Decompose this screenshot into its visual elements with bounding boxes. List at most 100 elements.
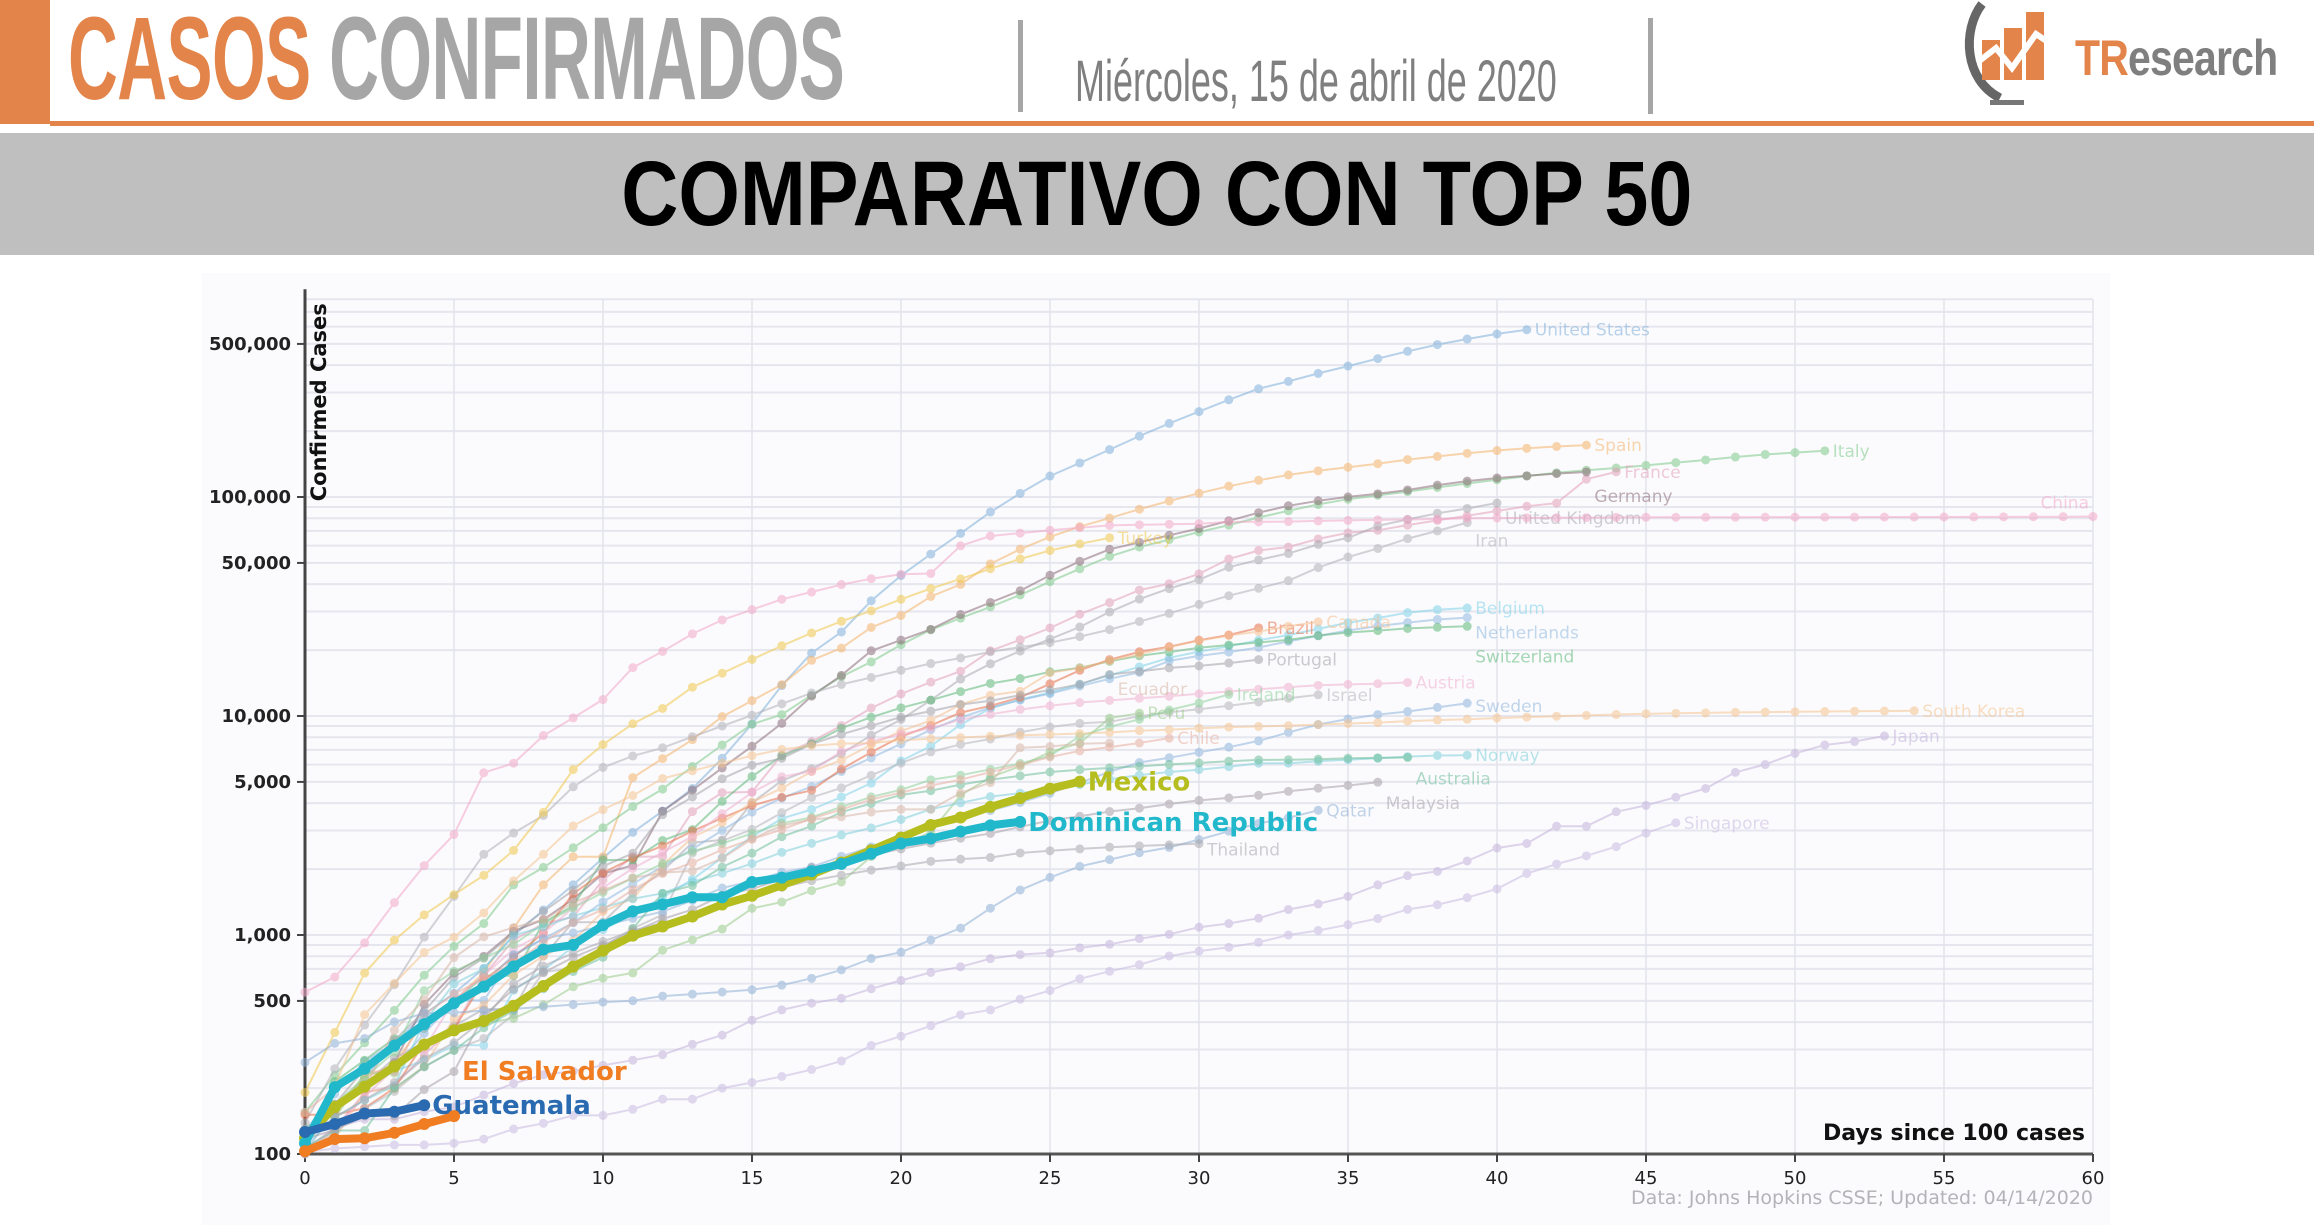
data-point bbox=[509, 1124, 519, 1134]
data-point bbox=[360, 1033, 370, 1043]
data-point bbox=[1283, 621, 1293, 631]
data-point bbox=[926, 706, 936, 716]
data-point bbox=[985, 696, 995, 706]
data-point bbox=[1073, 775, 1086, 788]
data-point bbox=[926, 1021, 936, 1031]
x-tick-label: 40 bbox=[1486, 1168, 1509, 1189]
grid bbox=[304, 298, 2094, 1155]
data-point bbox=[807, 838, 817, 848]
data-point bbox=[687, 732, 697, 742]
data-point bbox=[956, 854, 966, 864]
data-point bbox=[1403, 623, 1413, 633]
data-point bbox=[1522, 839, 1532, 849]
data-point bbox=[658, 847, 668, 857]
data-point bbox=[449, 890, 459, 900]
data-point bbox=[1164, 691, 1174, 701]
data-point bbox=[568, 764, 578, 774]
data-point bbox=[1850, 737, 1860, 747]
data-point bbox=[449, 979, 459, 989]
data-point bbox=[479, 932, 489, 942]
data-point bbox=[717, 615, 727, 625]
data-point bbox=[1164, 725, 1174, 735]
y-tick-label: 100 bbox=[253, 1144, 291, 1165]
data-point bbox=[1045, 729, 1055, 739]
data-point bbox=[598, 1110, 608, 1120]
data-point bbox=[1194, 758, 1204, 768]
data-point bbox=[1194, 636, 1204, 646]
data-point bbox=[1611, 512, 1621, 522]
data-point bbox=[658, 703, 668, 713]
data-point bbox=[330, 1038, 340, 1048]
data-point bbox=[449, 932, 459, 942]
series-united-kingdom: United Kingdom bbox=[300, 498, 1641, 1145]
data-point bbox=[807, 766, 817, 776]
data-point bbox=[418, 1118, 431, 1131]
data-point bbox=[687, 881, 697, 891]
data-point bbox=[658, 945, 668, 955]
data-point bbox=[747, 797, 757, 807]
data-point bbox=[1224, 395, 1234, 405]
data-point bbox=[479, 1040, 489, 1050]
data-point bbox=[747, 985, 757, 995]
data-point bbox=[299, 1145, 311, 1158]
data-point bbox=[1194, 747, 1204, 757]
data-point bbox=[449, 1102, 459, 1112]
data-point bbox=[328, 1118, 341, 1131]
data-point bbox=[509, 979, 519, 989]
data-point bbox=[1164, 753, 1174, 763]
data-point bbox=[1283, 755, 1293, 765]
data-point bbox=[419, 1054, 429, 1064]
data-point bbox=[777, 1071, 787, 1081]
data-point bbox=[1224, 826, 1234, 836]
data-point bbox=[1432, 702, 1442, 712]
data-point bbox=[956, 962, 966, 972]
data-point bbox=[687, 935, 697, 945]
data-point bbox=[1313, 805, 1323, 815]
data-point bbox=[628, 663, 638, 673]
data-point bbox=[1760, 707, 1770, 717]
series-line bbox=[304, 735, 1885, 1151]
data-point bbox=[1552, 498, 1562, 508]
data-point bbox=[866, 778, 876, 788]
data-point bbox=[1492, 884, 1502, 894]
series-label: Dominican Republic bbox=[1028, 808, 1318, 838]
data-point bbox=[449, 953, 459, 963]
data-point bbox=[1075, 609, 1085, 619]
series-label: Mexico bbox=[1088, 768, 1190, 798]
data-point bbox=[747, 1078, 757, 1088]
data-point bbox=[777, 718, 787, 728]
data-point bbox=[568, 898, 578, 908]
data-point bbox=[1432, 622, 1442, 632]
data-point bbox=[1522, 868, 1532, 878]
data-point bbox=[1164, 799, 1174, 809]
data-point bbox=[717, 862, 727, 872]
data-point bbox=[449, 1008, 459, 1018]
x-tick-label: 5 bbox=[448, 1168, 459, 1189]
data-point bbox=[1134, 649, 1144, 659]
data-point bbox=[777, 772, 787, 782]
data-point bbox=[1045, 815, 1055, 825]
data-point bbox=[1313, 516, 1323, 526]
data-point bbox=[1373, 515, 1383, 525]
data-point bbox=[1343, 891, 1353, 901]
data-point bbox=[1820, 512, 1830, 522]
data-point bbox=[1313, 690, 1323, 700]
data-point bbox=[538, 880, 548, 890]
series-label: Spain bbox=[1594, 436, 1642, 456]
data-point bbox=[866, 807, 876, 817]
data-point bbox=[568, 713, 578, 723]
data-point bbox=[836, 627, 846, 637]
series-singapore: Singapore bbox=[300, 814, 1770, 1157]
data-point bbox=[717, 796, 727, 806]
data-point bbox=[926, 549, 936, 559]
data-point bbox=[1462, 603, 1472, 613]
data-point bbox=[1641, 709, 1651, 719]
data-point bbox=[1373, 777, 1383, 787]
data-point bbox=[866, 794, 876, 804]
data-point bbox=[656, 920, 669, 933]
data-point bbox=[418, 1018, 431, 1031]
x-tick-label: 55 bbox=[1933, 1168, 1956, 1189]
series-line bbox=[304, 756, 1408, 1149]
data-point bbox=[626, 905, 639, 918]
data-point bbox=[1105, 855, 1115, 865]
